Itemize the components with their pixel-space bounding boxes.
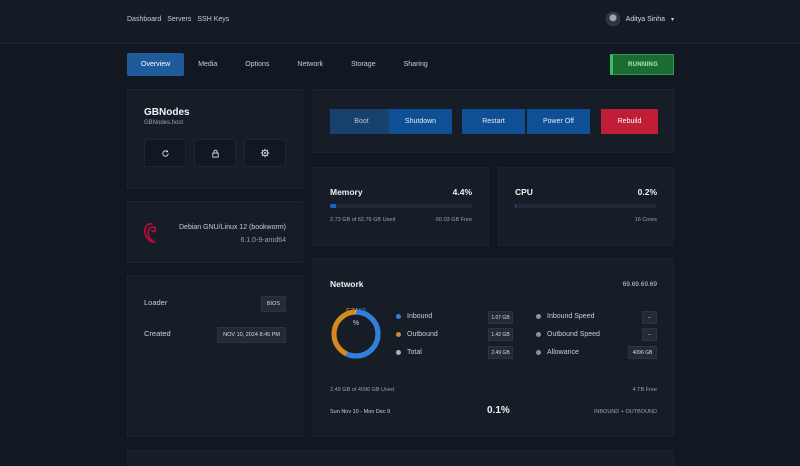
network-mode: INBOUND + OUTBOUND xyxy=(593,409,657,415)
total-value: 2.49 GB xyxy=(488,346,513,359)
lock-icon xyxy=(211,149,219,158)
created-label: Created xyxy=(144,329,171,338)
cpu-card: CPU 0.2% 16 Cores xyxy=(498,167,674,246)
power-off-button[interactable]: Power Off xyxy=(527,109,590,134)
loader-label: Loader xyxy=(144,298,168,307)
host-card: GBNodes GBNodes.host xyxy=(127,89,303,189)
memory-free: 60.03 GB Free xyxy=(435,217,472,223)
reinstall-button[interactable] xyxy=(144,139,186,167)
inbound-speed-dot xyxy=(536,314,541,319)
boot-button[interactable]: Boot xyxy=(330,109,393,134)
memory-progress-bar xyxy=(330,204,472,208)
tab-media[interactable]: Media xyxy=(198,61,218,68)
outbound-value: 1.42 GB xyxy=(488,328,513,341)
host-subtitle: GBNodes.host xyxy=(144,120,184,126)
inbound-dot xyxy=(396,314,401,319)
actions-card: Boot Shutdown Restart Power Off Rebuild xyxy=(313,89,674,153)
memory-used: 2.73 GB of 62.76 GB Used xyxy=(330,217,396,223)
inbound-label: Inbound xyxy=(407,313,433,320)
tab-storage[interactable]: Storage xyxy=(351,61,376,68)
outbound-speed-label: Outbound Speed xyxy=(547,331,600,338)
user-menu[interactable]: Aditya Sinha ▾ xyxy=(605,12,674,26)
tab-overview[interactable]: Overview xyxy=(127,53,185,76)
outbound-speed-value: – xyxy=(642,328,657,341)
memory-title: Memory xyxy=(330,187,363,197)
rebuild-button[interactable]: Rebuild xyxy=(601,109,658,134)
network-usage: 2.49 GB of 4096 GB Used xyxy=(330,387,394,393)
cpu-title: CPU xyxy=(515,187,533,197)
network-ring-chart xyxy=(331,309,381,359)
debian-swirl-icon xyxy=(144,223,157,243)
avatar xyxy=(605,12,620,26)
host-title: GBNodes xyxy=(144,107,190,118)
outbound-label: Outbound xyxy=(407,331,438,338)
nav-dashboard[interactable]: Dashboard xyxy=(127,16,162,23)
legend-outbound: Outbound xyxy=(396,331,438,338)
tab-options[interactable]: Options xyxy=(245,61,270,68)
shutdown-button[interactable]: Shutdown xyxy=(389,109,452,134)
ring-inbound-arc xyxy=(331,309,381,359)
outbound-speed-dot xyxy=(536,332,541,337)
ring-inbound-value: 57 xyxy=(345,307,355,316)
os-kernel: 6.1.0-9-amd64 xyxy=(240,237,286,244)
chevron-down-icon: ▾ xyxy=(670,16,674,23)
total-dot xyxy=(396,350,401,355)
legend-allowance: Allowance xyxy=(536,349,579,356)
legend-inbound: Inbound xyxy=(396,313,432,320)
tab-bar: Overview Media Options Network Storage S… xyxy=(127,53,442,76)
memory-card: Memory 4.4% 2.73 GB of 62.76 GB Used 60.… xyxy=(313,167,489,246)
cpu-progress-bar xyxy=(515,204,657,208)
allowance-dot xyxy=(536,350,541,355)
ring-separator: / xyxy=(354,307,358,316)
network-ip: 69.69.69.69 xyxy=(622,281,657,288)
ring-outbound-value: 43 xyxy=(357,307,367,316)
loader-value: BIOS xyxy=(260,296,286,312)
info-card: Loader BIOS Created NOV 10, 2024 8:45 PM xyxy=(127,275,303,437)
top-bar: Dashboard Servers SSH Keys Aditya Sinha … xyxy=(0,0,800,44)
inbound-speed-label: Inbound Speed xyxy=(547,313,595,320)
inbound-speed-value: – xyxy=(642,311,657,324)
status-badge: RUNNING xyxy=(610,54,674,75)
network-title: Network xyxy=(330,279,364,289)
user-name: Aditya Sinha xyxy=(625,15,665,23)
cpu-cores: 16 Cores xyxy=(634,217,657,223)
memory-progress-fill xyxy=(330,204,337,208)
bottom-card xyxy=(127,450,674,466)
ring-ratio: 57/43 xyxy=(330,307,382,316)
restart-button[interactable]: Restart xyxy=(462,109,525,134)
network-card: Network 69.69.69.69 57/43 % Inbound 1.07… xyxy=(313,258,674,437)
tab-sharing[interactable]: Sharing xyxy=(403,61,428,68)
network-period: Sun Nov 10 - Mon Dec 9 xyxy=(330,409,391,415)
total-label: Total xyxy=(407,349,422,356)
network-free: 4 TB Free xyxy=(632,387,657,393)
top-nav: Dashboard Servers SSH Keys xyxy=(127,16,229,23)
legend-total: Total xyxy=(396,349,422,356)
os-name: Debian GNU/Linux 12 (bookworm) xyxy=(179,224,286,231)
network-period-percent: 0.1% xyxy=(487,405,510,416)
gear-icon xyxy=(260,148,270,158)
settings-button[interactable] xyxy=(244,139,286,167)
legend-outbound-speed: Outbound Speed xyxy=(536,331,600,338)
tab-network[interactable]: Network xyxy=(297,61,324,68)
cpu-percent: 0.2% xyxy=(637,187,657,197)
created-value: NOV 10, 2024 8:45 PM xyxy=(217,327,286,343)
outbound-dot xyxy=(396,332,401,337)
nav-servers[interactable]: Servers xyxy=(167,16,192,23)
inbound-value: 1.07 GB xyxy=(488,311,513,324)
refresh-icon xyxy=(161,149,169,157)
ring-percent: % xyxy=(352,320,360,327)
legend-inbound-speed: Inbound Speed xyxy=(536,313,595,320)
allowance-value: 4096 GB xyxy=(628,346,657,359)
lock-button[interactable] xyxy=(194,139,236,167)
os-card: Debian GNU/Linux 12 (bookworm) 6.1.0-9-a… xyxy=(127,201,303,263)
nav-ssh-keys[interactable]: SSH Keys xyxy=(197,16,230,23)
memory-percent: 4.4% xyxy=(452,187,472,197)
allowance-label: Allowance xyxy=(547,349,579,356)
